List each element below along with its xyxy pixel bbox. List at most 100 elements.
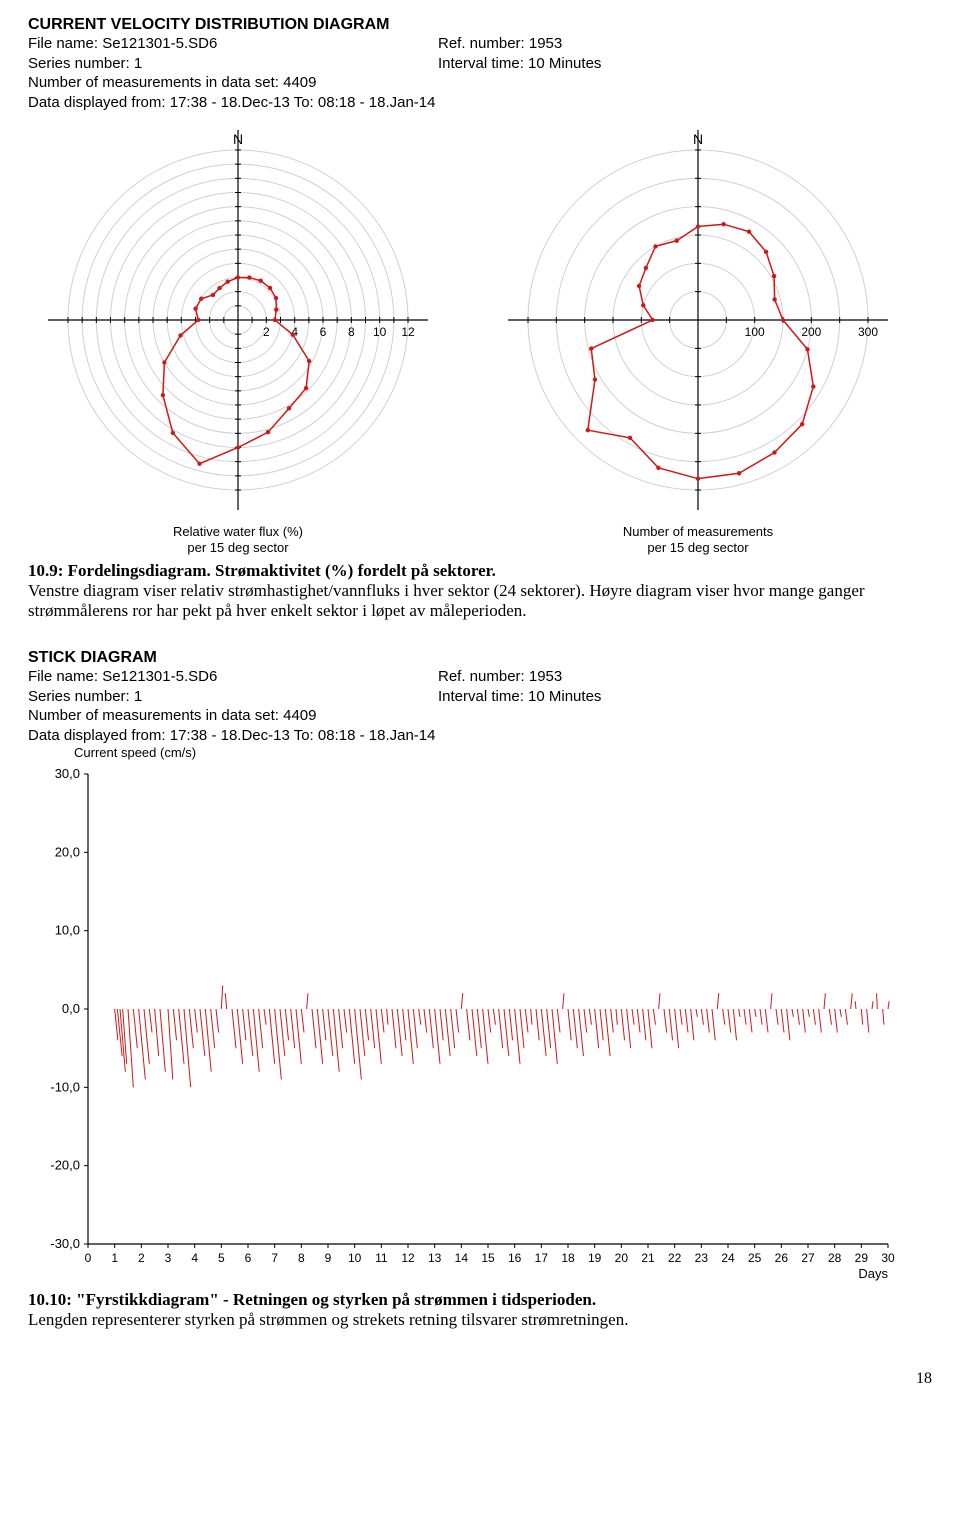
stick-ref-label: Ref. number: — [438, 668, 529, 685]
svg-text:1: 1 — [111, 1251, 118, 1265]
figure-10-10-number: 10.10: — [28, 1290, 76, 1309]
svg-text:21: 21 — [641, 1251, 655, 1265]
svg-text:8: 8 — [298, 1251, 305, 1265]
figure-10-10-body: Lengden representerer styrken på strømme… — [28, 1310, 628, 1329]
svg-text:29: 29 — [855, 1251, 869, 1265]
interval-value: 10 Minutes — [528, 55, 601, 72]
stick-chart: 30,020,010,00,0-10,0-20,0-30,00123456789… — [28, 764, 908, 1284]
svg-text:30,0: 30,0 — [55, 766, 80, 781]
polar-right-caption-line2: per 15 deg sector — [647, 540, 748, 555]
svg-text:N: N — [693, 131, 703, 147]
interval-label: Interval time: — [438, 55, 528, 72]
svg-text:11: 11 — [375, 1251, 388, 1265]
svg-text:28: 28 — [828, 1251, 842, 1265]
svg-text:2: 2 — [263, 325, 270, 339]
svg-text:30: 30 — [881, 1251, 895, 1265]
measurements-value: 4409 — [283, 74, 316, 91]
svg-text:15: 15 — [481, 1251, 495, 1265]
polar-right-caption: Number of measurements per 15 deg sector — [488, 524, 908, 555]
velocity-diagram-title: CURRENT VELOCITY DISTRIBUTION DIAGRAM — [28, 16, 932, 34]
svg-text:10: 10 — [373, 325, 387, 339]
polar-right-chart: 100 200 300 N — [488, 120, 908, 520]
stick-date-to-value: 08:18 - 18.Jan-14 — [318, 727, 436, 744]
stick-date-to-label: To: — [290, 727, 318, 744]
svg-text:0,0: 0,0 — [62, 1001, 80, 1016]
series-value: 1 — [134, 55, 142, 72]
svg-text:25: 25 — [748, 1251, 762, 1265]
date-from-value: 17:38 - 18.Dec-13 — [170, 94, 290, 111]
series-label: Series number: — [28, 55, 134, 72]
stick-date-from-value: 17:38 - 18.Dec-13 — [170, 727, 290, 744]
svg-text:100: 100 — [745, 325, 765, 339]
measurements-line: Number of measurements in data set: 4409 — [28, 73, 932, 93]
svg-text:27: 27 — [801, 1251, 815, 1265]
svg-text:-10,0: -10,0 — [50, 1080, 80, 1095]
polar-left-cell: 24681012N Relative water flux (%) per 15… — [28, 120, 448, 555]
polar-left-caption-line2: per 15 deg sector — [187, 540, 288, 555]
svg-text:2: 2 — [138, 1251, 145, 1265]
svg-text:10,0: 10,0 — [55, 923, 80, 938]
page-number: 18 — [28, 1370, 932, 1388]
svg-text:20: 20 — [615, 1251, 629, 1265]
file-name-value: Se121301-5.SD6 — [102, 35, 217, 52]
svg-text:23: 23 — [695, 1251, 709, 1265]
svg-text:10: 10 — [348, 1251, 362, 1265]
svg-text:-30,0: -30,0 — [50, 1236, 80, 1251]
header-right-block: Ref. number: 1953 Interval time: 10 Minu… — [438, 34, 601, 73]
stick-interval-value: 10 Minutes — [528, 688, 601, 705]
stick-file-value: Se121301-5.SD6 — [102, 668, 217, 685]
stick-chart-wrapper: 30,020,010,00,0-10,0-20,0-30,00123456789… — [28, 764, 908, 1284]
polar-right-cell: 100 200 300 N Number of measurements per 15… — [488, 120, 908, 555]
figure-10-10-title: "Fyrstikkdiagram" - Retningen og styrken… — [76, 1290, 596, 1309]
date-from-label: Data displayed from: — [28, 94, 170, 111]
svg-text:17: 17 — [535, 1251, 549, 1265]
svg-text:12: 12 — [401, 1251, 415, 1265]
date-to-label: To: — [290, 94, 318, 111]
svg-text:26: 26 — [775, 1251, 789, 1265]
measurements-label: Number of measurements in data set: — [28, 74, 283, 91]
stick-meas-value: 4409 — [283, 707, 316, 724]
stick-interval-label: Interval time: — [438, 688, 528, 705]
svg-text:200: 200 — [801, 325, 821, 339]
figure-10-9-caption: 10.9: Fordelingsdiagram. Strømaktivitet … — [28, 561, 932, 621]
svg-text:7: 7 — [271, 1251, 278, 1265]
svg-text:8: 8 — [348, 325, 355, 339]
polar-left-caption: Relative water flux (%) per 15 deg secto… — [28, 524, 448, 555]
stick-diagram-header: STICK DIAGRAM File name: Se121301-5.SD6 … — [28, 649, 932, 745]
polar-plots-row: 24681012N Relative water flux (%) per 15… — [28, 120, 932, 555]
polar-left-chart: 24681012N — [28, 120, 448, 520]
stick-date-from-label: Data displayed from: — [28, 727, 170, 744]
stick-y-axis-label: Current speed (cm/s) — [74, 745, 932, 760]
svg-text:N: N — [233, 131, 243, 147]
svg-text:300: 300 — [858, 325, 878, 339]
stick-meas-label: Number of measurements in data set: — [28, 707, 283, 724]
stick-header-right: Ref. number: 1953 Interval time: 10 Minu… — [438, 667, 601, 706]
stick-series-value: 1 — [134, 688, 142, 705]
date-range-line: Data displayed from: 17:38 - 18.Dec-13 T… — [28, 93, 932, 113]
stick-diagram-title: STICK DIAGRAM — [28, 649, 932, 667]
svg-text:4: 4 — [191, 1251, 198, 1265]
svg-text:19: 19 — [588, 1251, 602, 1265]
svg-text:24: 24 — [721, 1251, 735, 1265]
file-name-label: File name: — [28, 35, 102, 52]
svg-text:16: 16 — [508, 1251, 522, 1265]
svg-text:13: 13 — [428, 1251, 442, 1265]
svg-text:5: 5 — [218, 1251, 225, 1265]
svg-text:22: 22 — [668, 1251, 682, 1265]
svg-text:12: 12 — [401, 325, 415, 339]
svg-text:20,0: 20,0 — [55, 845, 80, 860]
svg-text:14: 14 — [455, 1251, 469, 1265]
svg-text:Days: Days — [858, 1266, 888, 1281]
svg-text:3: 3 — [165, 1251, 172, 1265]
ref-label: Ref. number: — [438, 35, 529, 52]
figure-10-9-number: 10.9: — [28, 561, 68, 580]
figure-10-9-body: Venstre diagram viser relativ strømhasti… — [28, 581, 865, 620]
polar-right-caption-line1: Number of measurements — [623, 524, 773, 539]
svg-text:18: 18 — [561, 1251, 575, 1265]
svg-text:9: 9 — [325, 1251, 332, 1265]
svg-text:0: 0 — [85, 1251, 92, 1265]
svg-text:6: 6 — [320, 325, 327, 339]
ref-value: 1953 — [529, 35, 562, 52]
svg-text:6: 6 — [245, 1251, 252, 1265]
stick-ref-value: 1953 — [529, 668, 562, 685]
